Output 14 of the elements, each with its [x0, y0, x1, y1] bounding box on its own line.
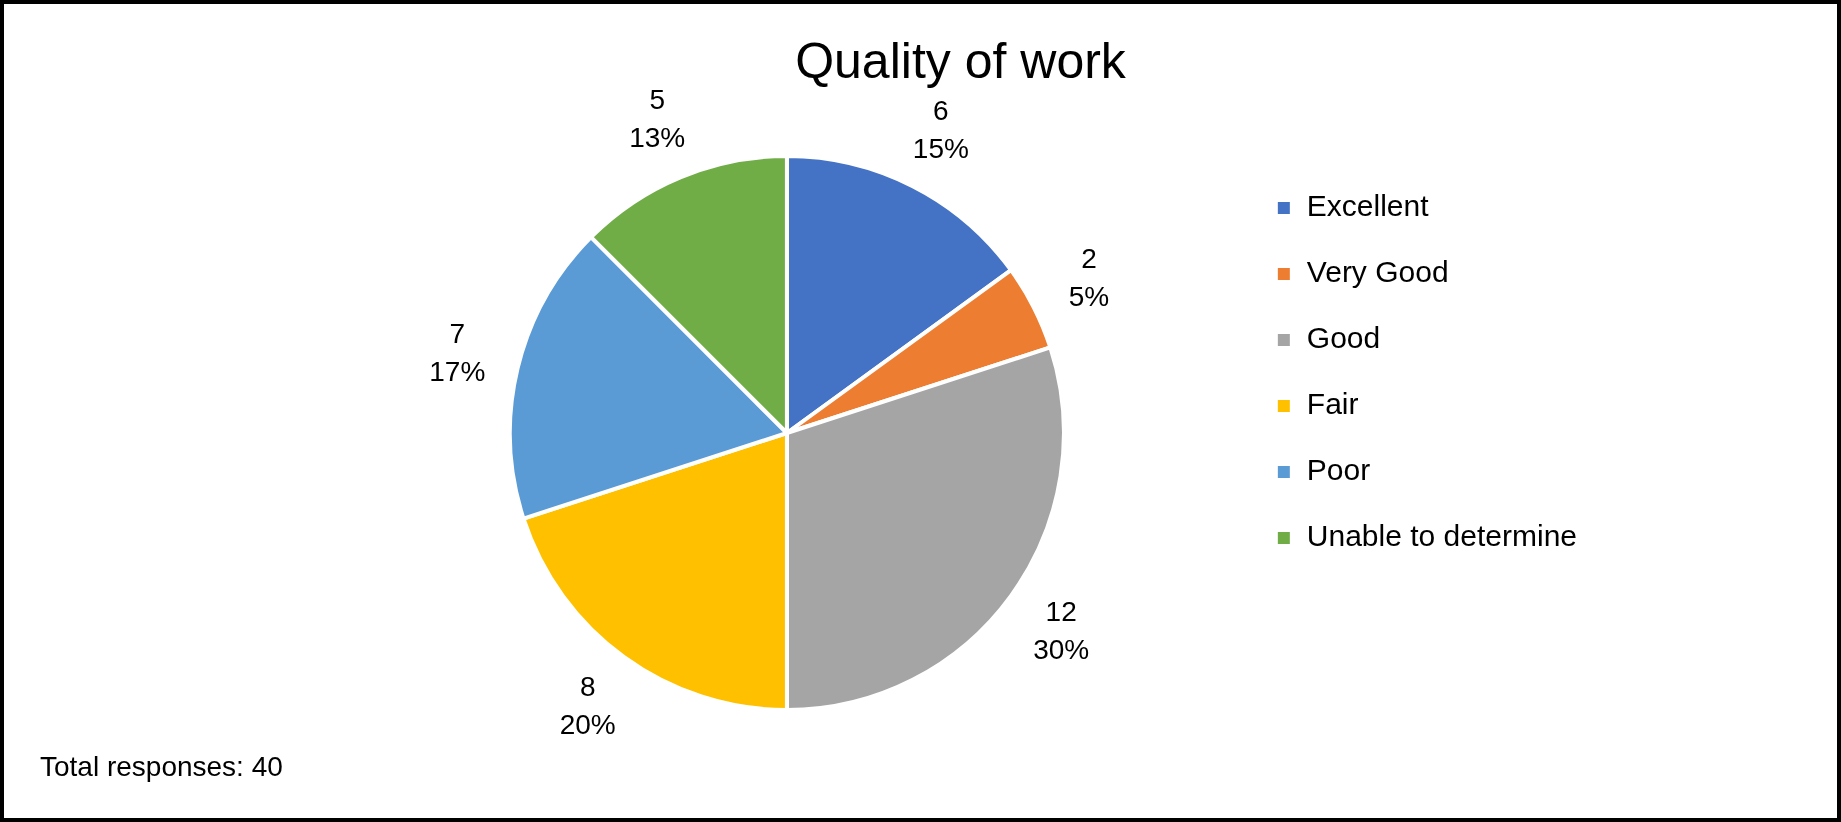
legend-label: Excellent	[1306, 189, 1430, 223]
data-label: 7 17%	[429, 317, 486, 387]
data-label: 8 20%	[559, 670, 616, 740]
data-label: 6 15%	[912, 94, 969, 164]
legend-label: Fair	[1306, 387, 1359, 421]
legend-label: Poor	[1306, 453, 1371, 487]
data-label: 5 13%	[629, 83, 686, 153]
data-label: 12 30%	[1033, 595, 1090, 665]
legend-label: Unable to determine	[1306, 519, 1578, 553]
text: Total responses: 40	[40, 750, 283, 782]
chart-title: Quality of work	[795, 32, 1127, 89]
data-label: 2 5%	[1068, 242, 1110, 312]
legend-label: Good	[1306, 321, 1381, 355]
legend-label: Very Good	[1306, 255, 1449, 289]
